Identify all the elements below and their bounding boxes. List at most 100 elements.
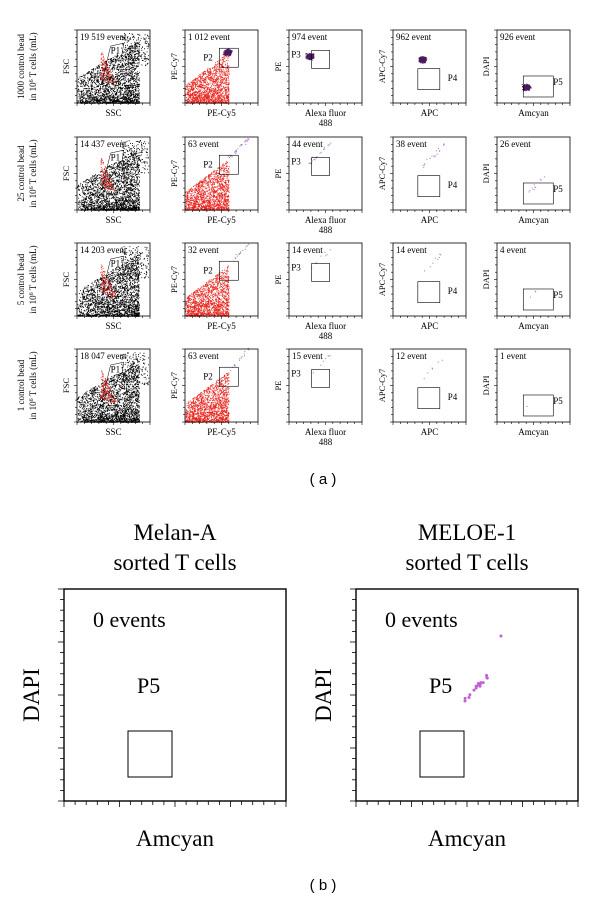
gate-p5	[522, 75, 554, 98]
gate-label: P4	[448, 73, 458, 83]
gate-label: P3	[291, 157, 301, 167]
scatter-point	[463, 699, 467, 703]
event-count: 19 519 event	[80, 32, 127, 42]
y-axis-label: FSC	[61, 378, 71, 393]
gate-p5	[127, 730, 173, 778]
event-count: 962 event	[396, 32, 432, 42]
scatter-point	[468, 693, 472, 697]
event-count: 0 events	[93, 607, 166, 632]
gate-p2	[219, 366, 239, 387]
row-label-unit: in 106 T cells (mL)	[28, 351, 38, 419]
y-axis-label: APC-Cy7	[377, 157, 387, 191]
event-count: 26 event	[500, 139, 531, 149]
scatter-point	[477, 683, 481, 687]
scatter-points-ungated	[77, 33, 150, 104]
y-axis-label: PE-Cy7	[169, 266, 179, 293]
scatter-point	[463, 696, 467, 700]
gate-label: P5	[553, 290, 563, 300]
y-axis-label: FSC	[61, 59, 71, 74]
y-axis-label: PE	[273, 62, 283, 72]
dot-plot: P5 926 event DAPI Amcyan	[481, 29, 571, 118]
row-label: 5 control bead	[16, 253, 26, 305]
gate-label: P4	[448, 180, 458, 190]
plot-title-line1: MELOE-1	[418, 520, 516, 545]
x-axis-label: Alexa fluor	[305, 215, 346, 225]
plot-title-line2: sorted T cells	[405, 550, 528, 575]
sparse-points	[424, 253, 442, 272]
x-axis-label: APC	[421, 215, 439, 225]
gate-label: P2	[203, 266, 213, 276]
bead-cluster	[418, 56, 428, 64]
gate-p1	[101, 149, 125, 190]
event-count: 63 event	[188, 139, 219, 149]
gate-p4	[417, 281, 441, 303]
x-axis-label: APC	[421, 321, 439, 331]
event-count: 1 012 event	[188, 32, 230, 42]
x-axis-label-line2: 488	[319, 118, 333, 128]
y-axis-label: DAPI	[481, 269, 491, 289]
scatter-point	[481, 681, 485, 685]
scatter-point	[474, 686, 478, 690]
x-axis-label: Amcyan	[518, 427, 549, 437]
x-axis-label: Alexa fluor	[305, 427, 346, 437]
x-axis-label: APC	[421, 427, 439, 437]
x-axis-label: Amcyan	[518, 108, 549, 118]
x-axis-label: Amcyan	[428, 826, 506, 851]
dot-plot: P2 63 event PE-Cy7 PE-Cy5	[169, 348, 259, 437]
gate-label: P1	[111, 258, 121, 268]
x-axis-label: SSC	[105, 215, 121, 225]
gate-p4	[417, 68, 441, 90]
x-axis-label: PE-Cy5	[207, 321, 236, 331]
gate-p3	[311, 157, 330, 176]
y-axis-label: FSC	[61, 166, 71, 181]
gate-p5	[419, 730, 465, 778]
dot-plot: P5 1 event DAPI Amcyan	[481, 348, 571, 437]
row-label-unit-sup: 6	[29, 398, 35, 401]
y-axis-label: PE-Cy7	[169, 372, 179, 399]
row-label-unit-post: T cells (mL)	[28, 32, 38, 79]
row-label-unit-sup: 6	[29, 79, 35, 82]
scatter-point	[472, 688, 476, 692]
dot-plot: P2 63 event PE-Cy7 PE-Cy5	[169, 136, 259, 225]
y-axis-label: DAPI	[311, 668, 336, 722]
event-count: 14 event	[396, 245, 427, 255]
row-label-unit-pre: in 10	[28, 189, 38, 208]
gate-p3	[311, 50, 330, 69]
y-axis-label: DAPI	[481, 56, 491, 76]
panel-a: 1000 control bead in 106 T cells (mL) P119…	[16, 29, 571, 447]
row-label-unit: in 106 T cells (mL)	[28, 245, 38, 313]
sparse-points	[422, 143, 445, 168]
gate-label: P5	[553, 396, 563, 406]
event-count: 4 event	[500, 245, 527, 255]
dot-plot: P4 12 event APC-Cy7 APC	[377, 348, 467, 437]
dot-plot-meloe-1: MELOE-1 sorted T cells 0 events P5 Amcyan DAP…	[311, 520, 579, 851]
scatter-point	[467, 696, 471, 699]
x-axis-label: Amcyan	[518, 215, 549, 225]
scatter-points-gated	[100, 370, 117, 404]
event-count: 44 event	[292, 139, 323, 149]
gate-p4	[417, 387, 441, 409]
gate-p2	[219, 47, 239, 68]
row-label-unit: in 106 T cells (mL)	[28, 32, 38, 100]
event-count: 18 047 event	[80, 351, 127, 361]
scatter-points-gated	[185, 265, 230, 317]
sparse-points	[230, 348, 250, 372]
dot-plot: P5 26 event DAPI Amcyan	[481, 136, 571, 225]
event-count: 15 event	[292, 351, 323, 361]
dot-plot: P1 14 203 event FSC SSC	[61, 242, 151, 331]
sparse-points	[529, 290, 537, 298]
event-count: 38 event	[396, 139, 427, 149]
dot-plot: P4 962 event APC-Cy7 APC	[377, 29, 467, 118]
gate-label: P3	[291, 263, 301, 273]
x-axis-label: PE-Cy5	[207, 108, 236, 118]
row-label-unit-post: T cells (mL)	[28, 139, 38, 186]
sparse-points	[227, 138, 250, 158]
scatter-points-gated	[100, 264, 116, 298]
event-count: 14 437 event	[80, 139, 127, 149]
scatter-points-gated	[185, 55, 230, 104]
sparse-points	[233, 243, 250, 262]
x-axis-label: PE-Cy5	[207, 215, 236, 225]
y-axis-label: FSC	[61, 272, 71, 287]
